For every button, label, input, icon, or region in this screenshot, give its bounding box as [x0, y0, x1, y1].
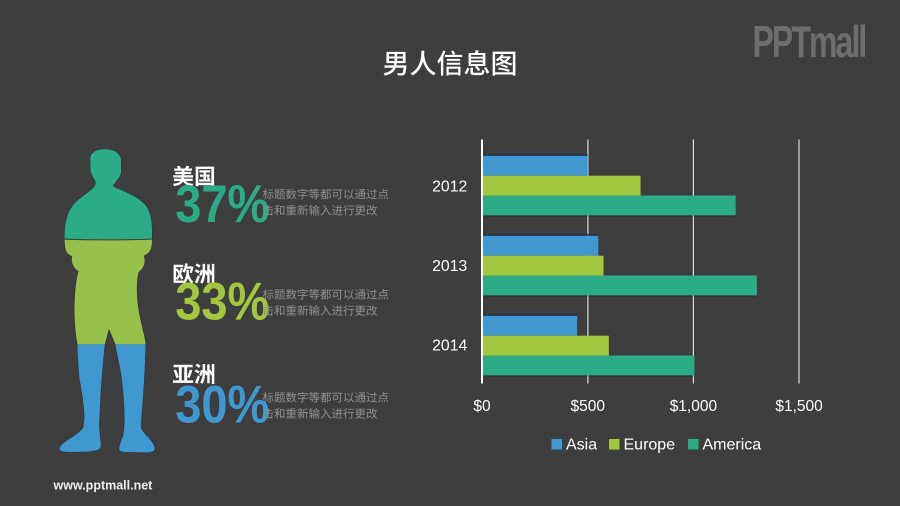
svg-text:2013: 2013: [432, 258, 467, 275]
svg-text:$500: $500: [570, 398, 605, 415]
svg-text:2014: 2014: [432, 337, 467, 354]
svg-text:37%: 37%: [175, 174, 269, 233]
svg-text:30%: 30%: [175, 375, 269, 434]
svg-text:33%: 33%: [175, 272, 269, 331]
svg-text:PPTmall: PPTmall: [753, 18, 866, 67]
svg-text:$0: $0: [473, 398, 491, 415]
svg-text:$1,500: $1,500: [775, 398, 823, 415]
svg-text:2012: 2012: [432, 179, 467, 196]
svg-text:Europe: Europe: [624, 436, 676, 453]
svg-text:$1,000: $1,000: [670, 398, 718, 415]
svg-text:America: America: [703, 436, 762, 453]
svg-text:www.pptmall.net: www.pptmall.net: [53, 478, 154, 492]
svg-text:Asia: Asia: [566, 436, 597, 453]
